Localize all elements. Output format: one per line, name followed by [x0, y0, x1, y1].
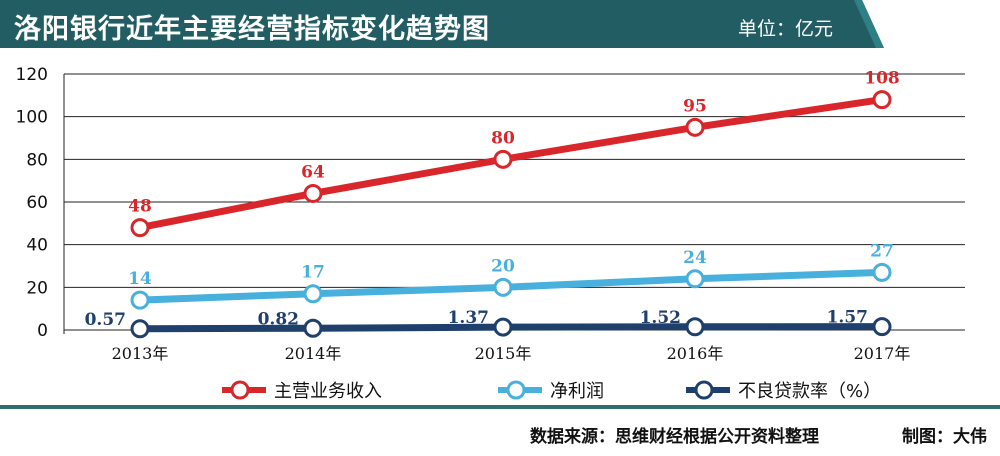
- data-point: [872, 317, 892, 337]
- data-label: 1.52: [640, 308, 681, 328]
- data-label: 27: [870, 241, 894, 261]
- header-banner: [0, 0, 884, 48]
- legend-label: 不良贷款率（%）: [738, 381, 881, 402]
- legend-label: 主营业务收入: [274, 381, 382, 402]
- data-label: 1.37: [448, 308, 489, 328]
- legend-swatch-marker: [694, 380, 714, 400]
- x-tick-label: 2015年: [475, 344, 532, 363]
- y-tick-label: 20: [26, 278, 48, 298]
- data-point: [303, 183, 323, 203]
- data-point: [493, 149, 513, 169]
- data-point: [130, 319, 150, 339]
- data-point: [493, 277, 513, 297]
- data-label: 108: [864, 69, 900, 89]
- y-tick-label: 40: [26, 236, 48, 256]
- data-point: [493, 317, 513, 337]
- data-label: 80: [491, 128, 515, 148]
- chart-title: 洛阳银行近年主要经营指标变化趋势图: [14, 14, 490, 45]
- data-label: 0.82: [258, 309, 299, 329]
- data-label: 0.57: [85, 310, 126, 330]
- chart-header: 洛阳银行近年主要经营指标变化趋势图 单位：亿元: [0, 0, 1000, 54]
- x-tick-label: 2016年: [667, 344, 724, 363]
- legend: 主营业务收入 净利润 不良贷款率（%）: [222, 380, 881, 402]
- y-tick-label: 120: [16, 65, 48, 85]
- data-label: 17: [301, 263, 325, 283]
- y-tick-label: 60: [26, 193, 48, 213]
- data-label: 95: [683, 96, 707, 116]
- data-point: [685, 317, 705, 337]
- data-label: 14: [128, 269, 152, 289]
- data-point: [130, 218, 150, 238]
- chart-credit: 制图：大伟: [902, 427, 987, 447]
- x-axis-ticks: 2013年 2014年 2015年 2016年 2017年: [112, 344, 911, 363]
- y-tick-label: 0: [37, 321, 48, 341]
- legend-label: 净利润: [550, 381, 604, 402]
- y-axis-ticks: 0 20 40 60 80 100 120: [16, 65, 48, 341]
- legend-swatch-marker: [506, 380, 526, 400]
- data-label: 20: [491, 256, 515, 276]
- unit-label: 单位：亿元: [738, 18, 834, 40]
- data-point: [130, 290, 150, 310]
- footer-divider: [0, 405, 1000, 409]
- data-label: 48: [128, 197, 152, 217]
- x-tick-label: 2014年: [285, 344, 342, 363]
- data-point: [872, 90, 892, 110]
- data-point: [685, 117, 705, 137]
- y-tick-label: 100: [16, 108, 48, 128]
- data-label: 64: [301, 162, 325, 182]
- series-layer: 48 64 80 95 108 14 17 20 24 27 0.57 0.82 1.37 1.52 1.5…: [85, 69, 900, 339]
- data-point: [685, 269, 705, 289]
- data-source: 数据来源：思维财经根据公开资料整理: [530, 427, 819, 447]
- legend-swatch-marker: [230, 380, 250, 400]
- data-point: [303, 284, 323, 304]
- data-point: [303, 318, 323, 338]
- data-label: 1.57: [827, 308, 868, 328]
- y-tick-label: 80: [26, 150, 48, 170]
- x-tick-label: 2017年: [854, 344, 911, 363]
- data-label: 24: [683, 248, 707, 268]
- x-tick-label: 2013年: [112, 344, 169, 363]
- data-point: [872, 262, 892, 282]
